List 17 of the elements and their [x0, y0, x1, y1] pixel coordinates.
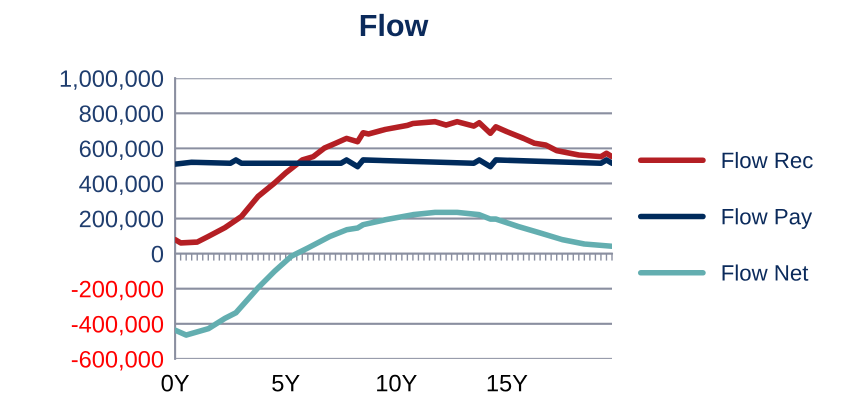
- legend-label: Flow Pay: [722, 208, 812, 229]
- y-tick-label: 800,000: [80, 105, 164, 125]
- chart-title: Flow: [360, 14, 428, 36]
- y-tick-label: -200,000: [72, 280, 164, 300]
- y-tick-label: 400,000: [79, 176, 164, 196]
- y-tick-label: 1,000,000: [60, 70, 164, 90]
- y-tick-label: -600,000: [72, 350, 164, 370]
- x-tick-label: 15Y: [488, 375, 528, 392]
- legend-label: Flow Net: [722, 264, 808, 281]
- y-tick-label: 0: [152, 246, 164, 262]
- y-tick-label: -400,000: [72, 316, 164, 336]
- x-tick-label: 5Y: [272, 375, 300, 392]
- x-tick-label: 0Y: [162, 374, 190, 392]
- x-tick-label: 10Y: [377, 374, 417, 392]
- legend-label: Flow Rec: [722, 152, 813, 168]
- y-tick-label: 600,000: [80, 140, 164, 160]
- y-tick-label: 200,000: [80, 210, 164, 230]
